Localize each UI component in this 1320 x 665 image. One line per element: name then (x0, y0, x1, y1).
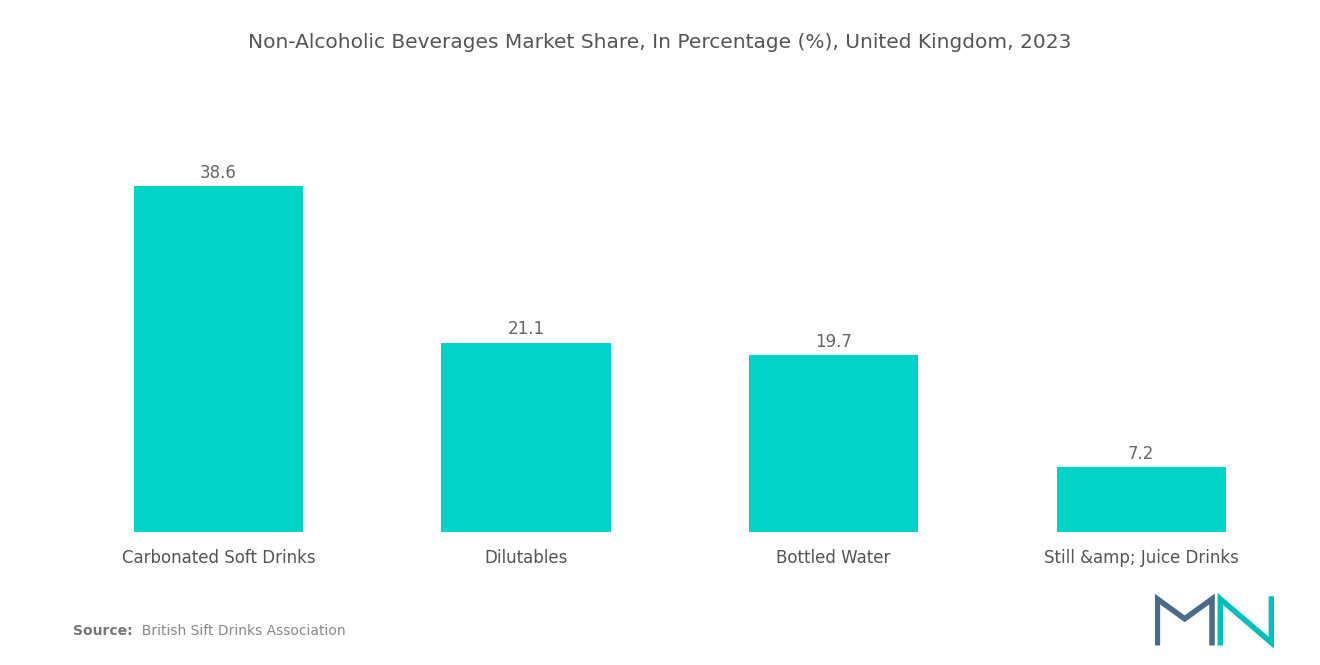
Text: British Sift Drinks Association: British Sift Drinks Association (133, 624, 346, 638)
Bar (133, 186, 304, 532)
Text: 21.1: 21.1 (507, 321, 545, 338)
Bar (1056, 467, 1226, 532)
Text: 7.2: 7.2 (1129, 445, 1155, 463)
Text: Source:: Source: (73, 624, 132, 638)
Text: 38.6: 38.6 (199, 164, 236, 182)
Text: 19.7: 19.7 (816, 333, 851, 351)
Bar (748, 355, 919, 532)
Text: Non-Alcoholic Beverages Market Share, In Percentage (%), United Kingdom, 2023: Non-Alcoholic Beverages Market Share, In… (248, 33, 1072, 53)
Bar (441, 343, 611, 532)
